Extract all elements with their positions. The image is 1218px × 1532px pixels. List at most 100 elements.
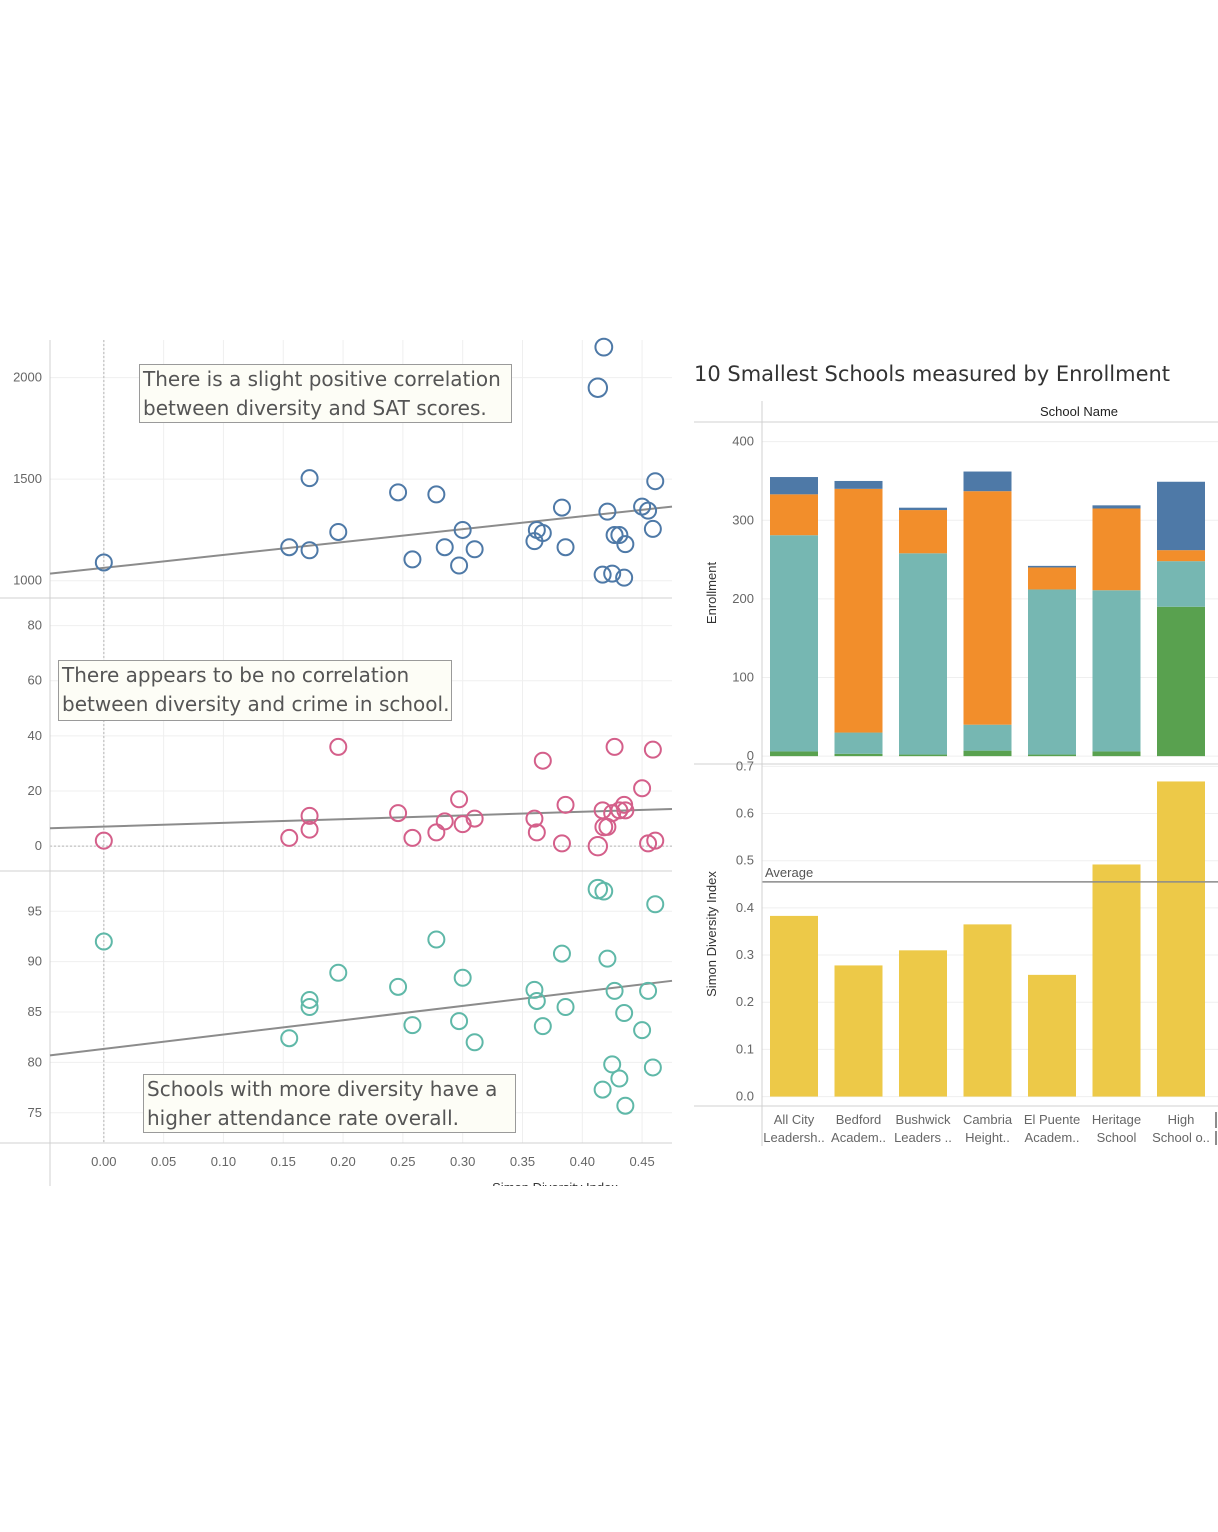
crime-point: [329, 737, 348, 756]
y-tick-label: 2000: [13, 370, 42, 385]
attendance-point: [646, 895, 665, 914]
enrollment-bar-segment: [1092, 508, 1141, 591]
enrollment-bar-segment: [834, 732, 883, 754]
sat-point: [587, 377, 609, 398]
x-tick-label: 0.15: [271, 1154, 296, 1169]
scatter-axes: [0, 340, 672, 1186]
school-name-label: Bushwick: [896, 1112, 951, 1127]
x-tick-label: 0.20: [330, 1154, 355, 1169]
sat-point: [616, 535, 635, 554]
y-tick-label: 1500: [13, 471, 42, 486]
attendance-annotation: Schools with more diversity have a highe…: [143, 1074, 516, 1133]
sat-point: [598, 502, 617, 521]
scatter-points: [94, 337, 665, 1115]
attendance-annotation-line-2: higher attendance rate overall.: [147, 1106, 460, 1130]
enrollment-bar-segment: [963, 471, 1012, 492]
school-name-label: School o..: [1152, 1130, 1210, 1145]
sat-point: [453, 520, 472, 539]
sat-annotation-line-2: between diversity and SAT scores.: [143, 396, 487, 420]
attendance-point: [525, 980, 544, 999]
enrollment-bar-segment: [963, 750, 1012, 757]
bar-marks: [762, 471, 1218, 1097]
crime-point: [587, 835, 609, 857]
enrollment-bar-segment: [963, 724, 1012, 751]
attendance-point: [453, 968, 472, 987]
enrollment-tick-label: 200: [732, 591, 754, 606]
sat-point: [615, 568, 634, 587]
enrollment-bar-segment: [899, 510, 947, 554]
enrollment-bar-segment: [1157, 606, 1205, 757]
x-tick-label: 0.00: [91, 1154, 116, 1169]
scatter-tick-labels: 1000 1500 2000 0 20 40 60 80 75 80 85 90 95 0.00 0.05 0…: [13, 370, 655, 1186]
trend-line: [49, 979, 673, 1057]
enrollment-bar-segment: [963, 491, 1012, 725]
enrollment-tick-label: 100: [732, 670, 754, 685]
enrollment-bar-segment: [1028, 754, 1076, 757]
enrollment-tick-label: 400: [732, 434, 754, 449]
attendance-point: [280, 1029, 299, 1048]
sat-point: [300, 469, 319, 488]
diversity-tick-label: 0.4: [736, 900, 754, 915]
enrollment-bar-segment: [899, 754, 947, 757]
diversity-bar: [899, 950, 947, 1097]
crime-point: [552, 834, 571, 853]
school-name-label: Bedford: [836, 1112, 882, 1127]
attendance-point: [593, 1080, 612, 1099]
crime-annotation-line-1: There appears to be no correlation: [62, 663, 410, 687]
crime-point: [616, 801, 635, 820]
sat-point: [280, 538, 299, 557]
crime-point: [300, 820, 319, 839]
diversity-bar: [1157, 781, 1205, 1097]
crime-point: [525, 809, 544, 828]
y-tick-label: 85: [28, 1004, 42, 1019]
school-name-label: Cambria: [963, 1112, 1013, 1127]
y-tick-label: 80: [28, 618, 42, 633]
school-name-label: Leaders ..: [894, 1130, 952, 1145]
enrollment-bar-segment: [1092, 505, 1141, 509]
y-tick-label: 75: [28, 1105, 42, 1120]
attendance-point: [300, 990, 319, 1009]
sat-point: [300, 541, 319, 560]
school-name-label: Academ..: [1025, 1130, 1080, 1145]
crime-point: [450, 790, 469, 809]
x-tick-label: 0.35: [510, 1154, 535, 1169]
attendance-point: [616, 1096, 635, 1115]
sat-point: [552, 498, 571, 517]
sat-point: [643, 519, 662, 538]
attendance-point: [633, 1021, 652, 1040]
diversity-tick-label: 0.3: [736, 947, 754, 962]
attendance-point: [465, 1033, 484, 1052]
attendance-point: [527, 991, 546, 1010]
sat-point: [610, 526, 629, 545]
diversity-tick-label: 0.0: [736, 1089, 754, 1104]
attendance-annotation-line-1: Schools with more diversity have a: [147, 1077, 498, 1101]
attendance-point: [389, 977, 408, 996]
enrollment-bar-segment: [1157, 561, 1205, 607]
diversity-bar: [963, 924, 1012, 1097]
attendance-point: [615, 1004, 634, 1023]
y-tick-label: 95: [28, 903, 42, 918]
attendance-point: [556, 998, 575, 1016]
x-tick-label: 0.45: [629, 1154, 654, 1169]
sat-point: [605, 526, 624, 545]
enrollment-bar-segment: [1092, 590, 1141, 752]
crime-point: [533, 751, 552, 770]
crime-point: [280, 828, 299, 847]
y-tick-label: 60: [28, 673, 42, 688]
attendance-point: [450, 1012, 469, 1031]
crime-point: [300, 806, 319, 825]
attendance-point: [594, 881, 614, 901]
scatter-trendlines: [49, 505, 673, 1057]
attendance-point: [300, 998, 319, 1016]
diversity-axis-title: Simon Diversity Index: [704, 871, 719, 997]
sat-point: [329, 522, 348, 541]
crime-point: [610, 801, 629, 820]
sat-point: [94, 553, 113, 572]
x-tick-label: 0.25: [390, 1154, 415, 1169]
crime-point: [435, 812, 454, 831]
attendance-point: [610, 1069, 629, 1088]
crime-point: [527, 823, 546, 842]
sat-point: [594, 337, 614, 357]
enrollment-bar-segment: [1028, 567, 1076, 590]
school-name-column-header[interactable]: School Name: [1040, 404, 1119, 419]
